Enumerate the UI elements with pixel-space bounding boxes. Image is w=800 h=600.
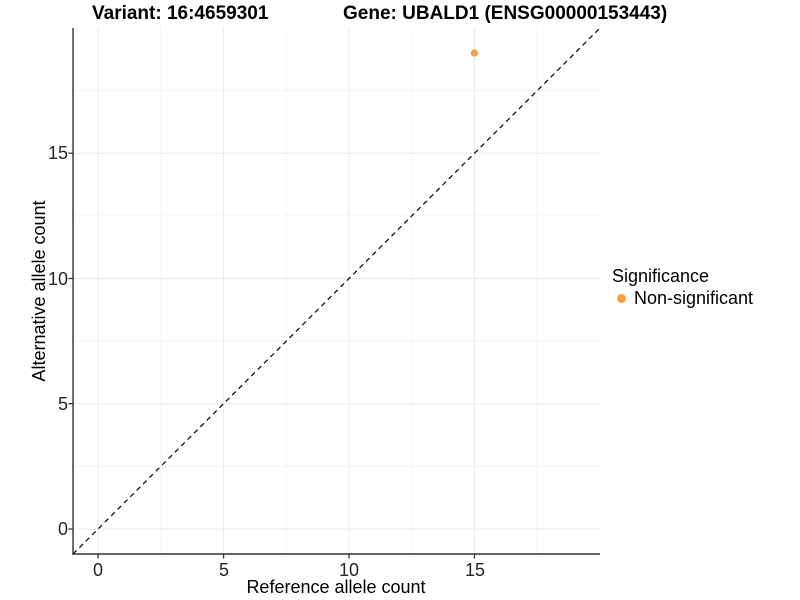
y-axis-title: Alternative allele count bbox=[29, 200, 49, 382]
legend-title: Significance bbox=[612, 266, 710, 286]
gene-title: Gene: UBALD1 (ENSG00000153443) bbox=[343, 3, 668, 24]
y-tick-label-0: 0 bbox=[57, 519, 68, 539]
x-tick-label-5: 5 bbox=[218, 560, 229, 580]
data-point bbox=[470, 49, 479, 57]
y-tick-label-15: 15 bbox=[47, 143, 68, 163]
x-tick-label-0: 0 bbox=[92, 560, 103, 580]
identity-dashed-line bbox=[72, 27, 601, 555]
y-tick-label-10: 10 bbox=[47, 269, 68, 289]
variant-title: Variant: 16:4659301 bbox=[92, 3, 269, 24]
axis-tick-marks bbox=[68, 152, 476, 559]
legend: Significance Non-significant bbox=[612, 266, 798, 309]
x-axis-title: Reference allele count bbox=[246, 577, 426, 597]
grid-minor-lines bbox=[73, 28, 600, 554]
plot-panel bbox=[68, 27, 601, 559]
y-tick-label-5: 5 bbox=[57, 394, 68, 414]
legend-item-label: Non-significant bbox=[634, 288, 754, 308]
x-tick-label-10: 10 bbox=[338, 560, 360, 580]
legend-item: Non-significant bbox=[612, 288, 798, 309]
legend-key-dot bbox=[617, 294, 626, 303]
x-tick-label-15: 15 bbox=[464, 560, 486, 580]
grid-major-lines bbox=[73, 28, 600, 554]
